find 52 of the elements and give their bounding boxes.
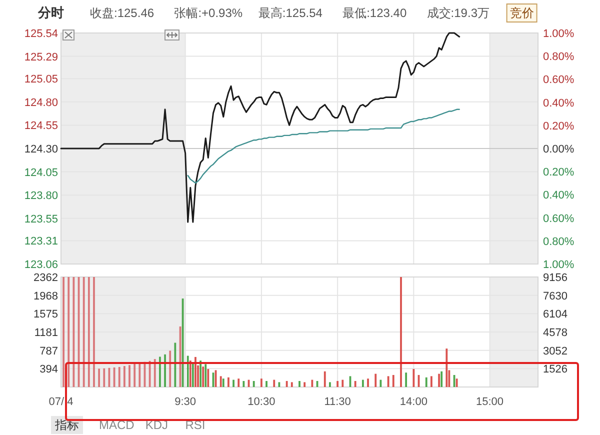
y-tick-label: 123.31 [24,236,58,248]
y2-tick-label: 0.80% [543,236,574,248]
y2-tick-label: 9156 [543,272,568,284]
chart-title: 分时 [37,5,64,20]
y2-tick-label: 0.20% [543,166,574,179]
y2-tick-label: 0.40% [543,190,574,202]
y-tick-label: 1181 [34,327,58,339]
x-tick-label: 9:30 [174,396,196,408]
line-series [60,32,460,223]
text: KDJ [145,418,168,432]
text: 竞价 [510,6,534,20]
y2-tick-label: 0.60% [543,74,574,86]
y2-tick-label: 3052 [543,345,568,358]
y-tick-label: 124.05 [24,166,58,179]
y-tick-label: 125.54 [24,28,58,40]
y-tick-label: 1575 [34,308,58,321]
y-tick-label: 123.06 [24,259,58,271]
y-tick-label: 1968 [34,290,58,302]
text: 收盘:125.46 [90,6,154,20]
y2-tick-label: 7630 [543,290,568,302]
y-tick-label: 124.80 [24,96,58,109]
text: 最低:123.40 [342,6,407,20]
y-tick-label: 124.30 [24,144,58,156]
y-tick-label: 125.05 [24,74,58,86]
x-tick-label: 07/ 4 [48,396,74,408]
y2-tick-label: 1.00% [543,259,574,271]
y2-tick-label: 6104 [543,308,568,321]
y-tick-label: 123.80 [24,190,58,202]
x-tick-label: 10:30 [248,396,276,408]
y-tick-label: 394 [40,364,58,376]
y-tick-label: 2362 [34,272,58,284]
y-tick-label: 123.55 [24,213,58,226]
line-series [187,108,460,184]
text: MACD [99,418,135,432]
y2-tick-label: 4578 [543,327,568,339]
y2-tick-label: 1.00% [543,28,574,40]
y2-tick-label: 0.40% [543,97,574,110]
text: 成交:19.3万 [426,6,490,20]
text: RSI [185,418,206,432]
text: 最高:125.54 [258,6,323,20]
y2-tick-label: 0.20% [543,120,574,132]
y-tick-label: 787 [40,345,58,358]
y2-tick-label: 0.80% [543,51,574,64]
y-tick-label: 125.29 [24,51,58,64]
x-tick-label: 11:30 [324,396,351,408]
x-tick-label: 15:00 [476,396,504,408]
y-tick-label: 124.55 [24,120,58,132]
x-tick-label: 14:00 [400,396,428,408]
text: 张幅:+0.93% [174,6,243,20]
y2-tick-label: 0.60% [543,212,574,225]
y2-tick-label: 1526 [543,364,568,376]
y2-tick-label: 0.00% [543,144,574,156]
